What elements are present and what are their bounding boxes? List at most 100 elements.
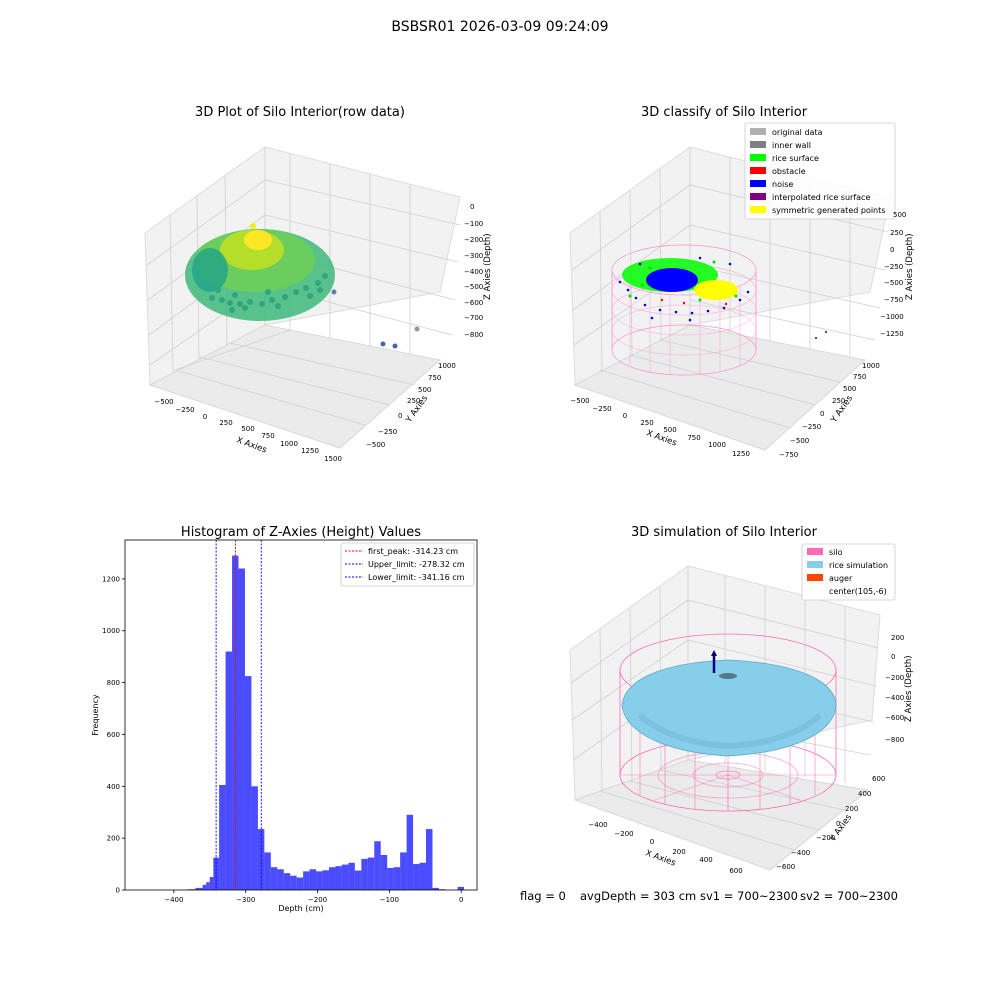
panel4-legend-frame xyxy=(801,543,896,601)
histogram-bar xyxy=(290,875,297,890)
panel4-ytick: 0 xyxy=(836,820,840,828)
panel4-ztick: −200 xyxy=(885,674,904,682)
histogram-bar xyxy=(348,862,355,890)
histogram-bar xyxy=(238,568,245,890)
histogram-bar xyxy=(225,651,233,890)
panel2-point-clusters xyxy=(618,256,827,339)
histogram-x-ticks: −400 −300 −200 −100 0 xyxy=(164,890,463,904)
panel2-ytick: 1000 xyxy=(862,362,880,370)
panel2-legend-label: rice surface xyxy=(772,154,819,163)
panel2-legend-frame xyxy=(744,122,896,220)
panel1-xtick: −250 xyxy=(175,406,194,414)
histogram-bar xyxy=(393,867,401,890)
histogram-bar xyxy=(296,877,304,890)
panel4-ytick: −400 xyxy=(791,849,810,857)
panel2-red-dots xyxy=(660,298,728,306)
panel2-ytick: 250 xyxy=(832,397,845,405)
panel1-lower-points xyxy=(209,223,328,313)
panel2-ztick: 500 xyxy=(893,211,906,219)
panel1-ztick: −300 xyxy=(464,252,483,260)
figure-suptitle: BSBSR01 2026-03-09 09:24:09 xyxy=(391,19,608,35)
panel4-zlabel: Z Axies (Depth) xyxy=(904,655,914,722)
panel4-xtick: 400 xyxy=(699,856,712,864)
histogram-xtick-label: −200 xyxy=(308,896,327,904)
panel1-xtick: 0 xyxy=(203,413,207,421)
histogram-bar xyxy=(400,852,407,890)
panel2-ytick: −500 xyxy=(790,437,809,445)
histogram-bar xyxy=(374,841,381,890)
panel1-xtick: 1000 xyxy=(280,440,298,448)
histogram-bar xyxy=(277,869,284,890)
panel1-ytick: −250 xyxy=(378,428,397,436)
histogram-ytick-label: 800 xyxy=(107,679,120,687)
panel4-z-ticks: 200 0 −200 −400 −600 −800 xyxy=(885,634,904,744)
panel1-ztick: −700 xyxy=(464,314,483,322)
histogram-bar xyxy=(219,785,226,890)
histogram-bars xyxy=(188,555,465,890)
panel4-xtick: 0 xyxy=(650,838,654,846)
panel2-ytick: −250 xyxy=(802,423,821,431)
panel4-rice-surface-shade xyxy=(637,712,823,750)
histogram-bar xyxy=(251,786,258,890)
panel4-ytick: −600 xyxy=(776,863,795,871)
histogram-bar xyxy=(367,857,375,890)
panel4-ztick: −800 xyxy=(885,736,904,744)
panel2-xtick: 1000 xyxy=(708,441,726,449)
histogram-bar xyxy=(270,867,278,890)
panel1-ytick: 250 xyxy=(407,397,420,405)
panel1-xtick: 750 xyxy=(261,432,274,440)
panel2-green-dots xyxy=(628,260,738,302)
panel4-y-ticks: −600 −400 −200 0 200 400 600 xyxy=(776,775,885,871)
footer-sv2: sv2 = 700~2300 xyxy=(800,889,898,903)
panel1-z-ticks: 0 −100 −200 −300 −400 −500 −600 −700 −80… xyxy=(464,203,483,339)
panel2-ztick: −250 xyxy=(884,263,903,271)
panel4-ztick: −400 xyxy=(885,694,904,702)
panel2-y-ticks: −750 −500 −250 0 250 500 750 1000 xyxy=(779,362,880,459)
histogram-bar xyxy=(425,829,433,890)
panel4-xtick: 200 xyxy=(672,848,685,856)
histogram-bar xyxy=(309,869,317,890)
histogram-legend-frame xyxy=(340,542,475,587)
panel2-legend-label: noise xyxy=(772,180,793,189)
panel1-ytick: 750 xyxy=(428,374,441,382)
histogram-legend-label: Upper_limit: -278.32 cm xyxy=(368,560,465,569)
histogram-bar xyxy=(457,886,465,890)
panel4-title: 3D simulation of Silo Interior xyxy=(631,525,818,540)
panel2-xtick: 0 xyxy=(623,412,627,420)
panel4-auger-head xyxy=(711,650,717,656)
histogram-legend-label: Lower_limit: -341.16 cm xyxy=(368,573,465,582)
panel1-outlier-point xyxy=(380,341,386,347)
panel3-title: Histogram of Z-Axies (Height) Values xyxy=(181,525,421,540)
histogram-ylabel: Frequency xyxy=(91,694,100,736)
panel2-legend-swatch xyxy=(750,167,766,174)
panel2-symmetric-cluster xyxy=(694,280,738,300)
panel2-x-ticks: −500 −250 0 250 500 750 1000 1250 xyxy=(570,397,750,458)
panel2-legend-swatch xyxy=(750,206,766,213)
histogram-bar xyxy=(413,864,420,890)
panel4-ytick: −200 xyxy=(816,834,835,842)
panel2-legend-label: interpolated rice surface xyxy=(772,193,870,202)
panel2-xtick: 250 xyxy=(640,419,653,427)
panel1-y-ticks: −500 −250 0 250 500 750 1000 xyxy=(366,362,456,449)
panel1-outlier-point xyxy=(392,343,398,349)
histogram-ytick-label: 0 xyxy=(116,887,120,895)
panel-histogram: Histogram of Z-Axies (Height) Values −40… xyxy=(91,525,478,913)
panel2-title: 3D classify of Silo Interior xyxy=(641,105,808,120)
panel2-ztick: −1250 xyxy=(880,330,904,338)
panel4-legend-label: rice simulation xyxy=(829,561,888,570)
panel2-legend-swatch xyxy=(750,180,766,187)
panel2-ytick: −750 xyxy=(779,451,798,459)
panel4-rice-surface xyxy=(621,659,837,757)
panel2-ytick: 750 xyxy=(853,373,866,381)
panel4-ztick: −600 xyxy=(885,714,904,722)
panel1-ztick: 0 xyxy=(470,203,474,211)
histogram-xlabel: Depth (cm) xyxy=(278,904,323,913)
panel4-xtick: 600 xyxy=(729,867,742,875)
panel1-point-cloud xyxy=(185,223,335,321)
panel2-xtick: −500 xyxy=(570,397,589,405)
footer-status: flag = 0 avgDepth = 303 cm sv1 = 700~230… xyxy=(520,889,898,903)
panel-3d-raw: 3D Plot of Silo Interior(row data) xyxy=(144,105,493,463)
histogram-bar xyxy=(244,676,252,890)
histogram-xtick-label: −300 xyxy=(236,896,255,904)
histogram-bar xyxy=(432,887,439,890)
